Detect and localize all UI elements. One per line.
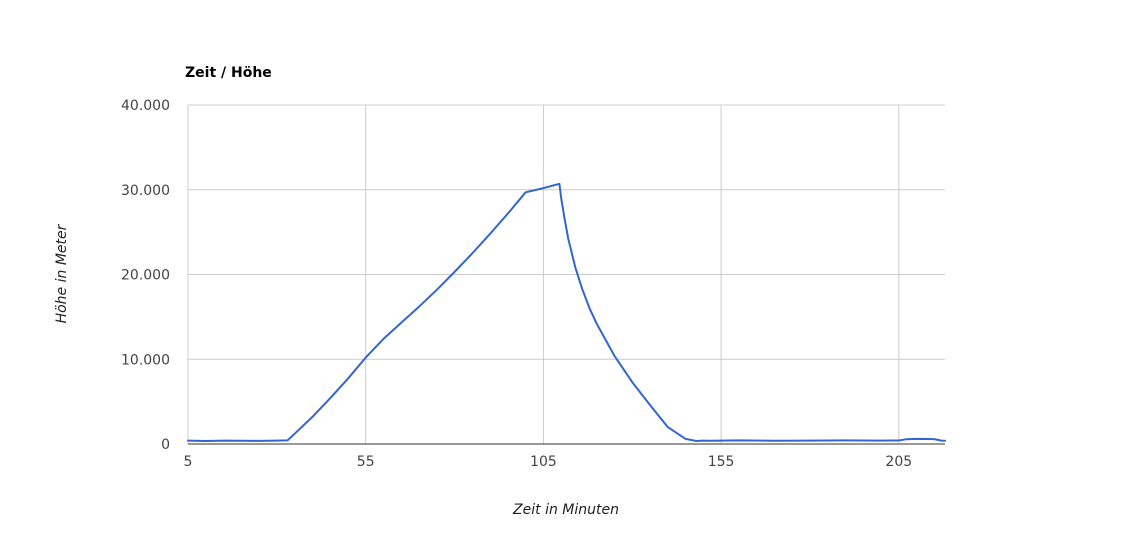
y-tick-label: 0 [161, 437, 170, 453]
y-axis-ticks: 0 10.000 20.000 30.000 40.000 [121, 98, 170, 453]
x-tick-label: 55 [357, 454, 375, 470]
x-tick-label: 5 [184, 454, 193, 470]
chart-title: Zeit / Höhe [185, 65, 272, 81]
y-tick-label: 30.000 [121, 183, 170, 199]
series-layer [187, 182, 946, 442]
series-line [187, 182, 946, 442]
x-axis-title: Zeit in Minuten [512, 502, 619, 518]
x-tick-label: 105 [530, 454, 557, 470]
y-axis-title: Höhe in Meter [54, 223, 70, 323]
gridlines [187, 104, 945, 444]
y-tick-label: 20.000 [121, 268, 170, 284]
y-tick-label: 40.000 [121, 98, 170, 114]
x-tick-label: 155 [708, 454, 735, 470]
x-tick-label: 205 [885, 454, 912, 470]
y-tick-label: 10.000 [121, 352, 170, 368]
x-axis-ticks: 5 55 105 155 205 [184, 454, 913, 470]
